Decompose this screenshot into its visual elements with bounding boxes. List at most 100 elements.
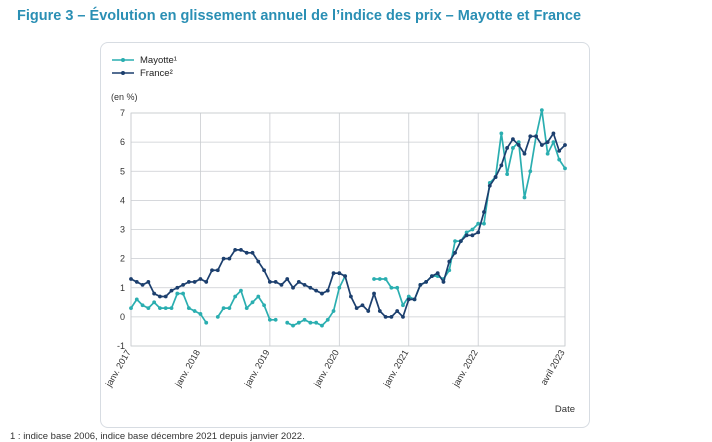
x-tick-label: avril 2023	[539, 348, 567, 387]
data-point-mayotte	[152, 300, 157, 305]
data-point-france	[256, 259, 261, 264]
data-point-mayotte	[146, 306, 151, 311]
data-point-france	[441, 280, 446, 284]
data-point-mayotte	[158, 306, 162, 311]
data-point-mayotte	[250, 300, 255, 305]
x-axis-label: Date	[555, 404, 575, 415]
y-tick-label: 2	[120, 254, 125, 264]
data-point-mayotte	[372, 277, 376, 281]
data-point-france	[285, 277, 290, 281]
data-point-france	[204, 280, 209, 284]
data-point-france	[424, 280, 429, 284]
data-point-france	[366, 309, 371, 313]
data-point-mayotte	[545, 151, 550, 156]
data-point-france	[239, 247, 243, 252]
data-point-france	[476, 230, 481, 235]
data-point-france	[158, 294, 162, 299]
data-point-mayotte	[175, 291, 180, 296]
data-point-france	[557, 148, 562, 153]
legend: Mayotte¹ France²	[112, 55, 177, 79]
data-point-france	[383, 314, 388, 319]
data-point-france	[291, 285, 295, 290]
data-point-france	[267, 280, 272, 284]
data-point-mayotte	[129, 306, 133, 311]
data-point-mayotte	[453, 239, 457, 244]
data-point-france	[406, 297, 411, 302]
data-point-mayotte	[320, 323, 324, 328]
data-point-france	[539, 143, 544, 147]
data-point-france	[325, 288, 330, 293]
data-point-france	[360, 303, 365, 308]
data-point-france	[140, 282, 145, 287]
data-point-france	[458, 239, 463, 244]
data-point-france	[221, 256, 226, 261]
data-point-france	[487, 183, 492, 188]
data-point-mayotte	[140, 303, 145, 308]
data-point-mayotte	[522, 195, 527, 200]
chart-frame	[100, 42, 590, 428]
data-point-mayotte	[244, 306, 249, 311]
legend-label-france: France²	[140, 68, 173, 79]
data-point-france	[302, 282, 307, 287]
data-point-mayotte	[186, 306, 191, 311]
data-point-france	[146, 280, 151, 284]
data-point-mayotte	[528, 169, 533, 174]
data-point-france	[534, 134, 538, 139]
data-point-france	[343, 274, 348, 278]
x-tick-label: janv. 2019	[242, 348, 272, 389]
data-point-mayotte	[296, 320, 301, 325]
y-tick-label: -1	[117, 341, 125, 351]
data-point-france	[493, 175, 498, 179]
data-point-france	[198, 277, 203, 281]
data-point-france	[528, 134, 533, 139]
series-mayotte	[129, 108, 567, 328]
data-point-mayotte	[169, 306, 174, 311]
data-point-france	[505, 146, 510, 150]
data-point-mayotte	[377, 277, 382, 281]
data-point-france	[377, 309, 382, 313]
data-point-mayotte	[406, 294, 411, 299]
data-point-france	[320, 291, 324, 296]
series-line-france	[130, 132, 566, 318]
footnote: 1 : indice base 2006, indice base décemb…	[10, 431, 305, 442]
data-point-france	[545, 140, 550, 145]
data-point-france	[372, 291, 376, 296]
data-point-france	[516, 143, 521, 147]
data-point-france	[152, 291, 157, 296]
data-point-mayotte	[563, 166, 567, 171]
data-point-mayotte	[273, 317, 278, 322]
data-point-mayotte	[198, 312, 203, 316]
data-point-mayotte	[325, 317, 330, 322]
data-point-mayotte	[476, 221, 481, 226]
x-tick-label: janv. 2020	[311, 348, 341, 389]
y-tick-label: 0	[120, 312, 125, 322]
data-point-mayotte	[256, 294, 261, 299]
data-point-france	[331, 271, 336, 276]
data-point-mayotte	[557, 157, 562, 162]
data-point-mayotte	[499, 131, 504, 136]
data-point-france	[210, 268, 214, 273]
x-tick-label: janv. 2018	[173, 348, 203, 389]
data-point-france	[262, 268, 266, 273]
y-tick-label: 1	[120, 283, 125, 293]
data-point-mayotte	[551, 140, 556, 145]
data-point-france	[215, 268, 220, 273]
data-point-france	[227, 256, 232, 261]
data-point-france	[186, 280, 191, 284]
data-point-mayotte	[539, 108, 544, 112]
series-france	[129, 131, 567, 319]
data-point-mayotte	[291, 323, 295, 328]
legend-marker-mayotte	[121, 58, 125, 62]
y-tick-label: 4	[120, 195, 125, 205]
plot-border	[130, 112, 566, 347]
data-point-france	[354, 306, 359, 311]
y-tick-label: 6	[120, 137, 125, 147]
data-point-mayotte	[239, 288, 243, 293]
data-point-france	[395, 309, 400, 313]
y-axis-label: (en %)	[111, 92, 138, 102]
data-point-mayotte	[233, 294, 238, 299]
data-point-france	[430, 274, 434, 278]
data-point-france	[308, 285, 313, 290]
data-point-france	[401, 314, 405, 319]
